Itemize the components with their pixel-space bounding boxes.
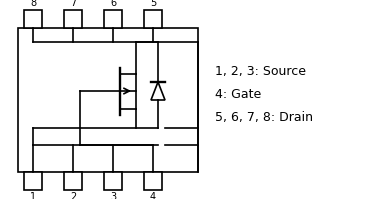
Bar — [18, 28, 198, 172]
Bar — [24, 10, 42, 28]
Text: 7: 7 — [70, 0, 76, 8]
Bar — [64, 10, 82, 28]
Bar — [64, 172, 82, 190]
Text: 4: Gate: 4: Gate — [215, 89, 261, 101]
Text: 6: 6 — [110, 0, 116, 8]
Bar — [144, 172, 162, 190]
Bar — [24, 172, 42, 190]
Text: 3: 3 — [110, 192, 116, 199]
Text: 5, 6, 7, 8: Drain: 5, 6, 7, 8: Drain — [215, 111, 313, 125]
Text: 2: 2 — [70, 192, 76, 199]
Text: 8: 8 — [30, 0, 36, 8]
Bar — [144, 10, 162, 28]
Text: 5: 5 — [150, 0, 156, 8]
Bar — [104, 172, 122, 190]
Text: 1, 2, 3: Source: 1, 2, 3: Source — [215, 65, 306, 78]
Text: 4: 4 — [150, 192, 156, 199]
Text: 1: 1 — [30, 192, 36, 199]
Bar — [104, 10, 122, 28]
